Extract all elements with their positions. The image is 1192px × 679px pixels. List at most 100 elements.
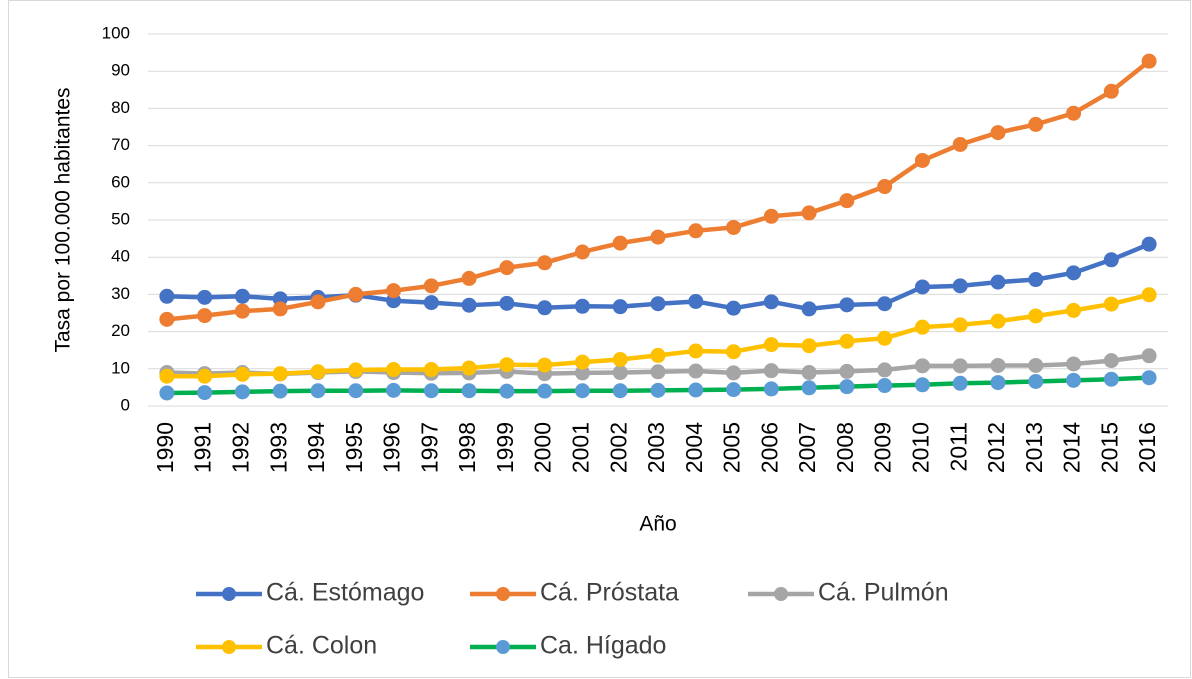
x-tick-label: 2000 (530, 422, 556, 473)
data-point (839, 379, 855, 395)
data-point (990, 125, 1006, 141)
x-tick-label: 1992 (228, 422, 254, 473)
data-point (197, 385, 213, 401)
data-point (612, 235, 628, 251)
data-point (348, 362, 364, 378)
data-point (1141, 370, 1157, 386)
y-tick-label: 10 (111, 358, 130, 377)
x-tick-label: 1993 (265, 422, 291, 473)
data-point (763, 208, 779, 224)
y-tick-label: 20 (111, 321, 130, 340)
data-point (461, 297, 477, 313)
x-tick-label: 2007 (794, 422, 820, 473)
data-point (914, 377, 930, 393)
data-point (726, 300, 742, 316)
legend-label: Cá. Colon (266, 632, 377, 660)
data-point (499, 295, 515, 311)
y-tick-label: 30 (111, 284, 130, 303)
data-point (952, 358, 968, 374)
data-point (461, 383, 477, 399)
data-point (952, 375, 968, 391)
data-point (1028, 373, 1044, 389)
data-point (990, 357, 1006, 373)
data-point (990, 274, 1006, 290)
data-point (877, 378, 893, 394)
y-tick-label: 0 (121, 395, 130, 414)
x-tick-label: 1997 (416, 422, 442, 473)
data-point (310, 383, 326, 399)
data-point (801, 380, 817, 396)
y-axis-label: Tasa por 100.000 habitantes (52, 87, 75, 352)
data-point (348, 286, 364, 302)
data-point (1028, 116, 1044, 132)
data-point (499, 383, 515, 399)
data-point (1028, 308, 1044, 324)
data-point (159, 385, 175, 401)
x-tick-label: 1991 (190, 422, 216, 473)
x-tick-label: 1994 (303, 422, 329, 473)
chart-border (8, 0, 1191, 678)
x-tick-label: 1996 (379, 422, 405, 473)
data-point (726, 344, 742, 360)
data-point (272, 366, 288, 382)
data-point (763, 337, 779, 353)
x-tick-label: 2011 (945, 422, 971, 471)
data-point (386, 382, 402, 398)
data-point (990, 375, 1006, 391)
x-tick-label: 2016 (1134, 422, 1160, 473)
x-tick-label: 1999 (492, 422, 518, 473)
data-point (839, 333, 855, 349)
data-point (914, 279, 930, 295)
data-point (461, 270, 477, 286)
data-point (914, 358, 930, 374)
data-point (839, 297, 855, 313)
data-point (688, 343, 704, 359)
data-point (537, 255, 553, 271)
data-point (574, 244, 590, 260)
data-point (423, 362, 439, 378)
data-point (990, 313, 1006, 329)
x-tick-label: 2001 (568, 422, 594, 473)
data-point (612, 352, 628, 367)
x-tick-label: 2010 (908, 422, 934, 473)
legend-marker (774, 587, 788, 601)
data-point (650, 347, 666, 363)
data-point (1141, 287, 1157, 303)
data-point (839, 193, 855, 209)
data-point (650, 364, 666, 380)
data-point (612, 365, 628, 381)
x-tick-label: 2006 (756, 422, 782, 473)
data-point (763, 294, 779, 310)
legend-label: Ca. Hígado (540, 632, 666, 660)
x-tick-label: 1990 (152, 422, 178, 473)
data-point (801, 365, 817, 381)
x-tick-label: 2013 (1021, 422, 1047, 473)
data-point (1141, 53, 1157, 69)
data-point (574, 354, 590, 370)
data-point (348, 383, 364, 399)
data-point (1066, 105, 1082, 121)
data-point (1066, 372, 1082, 388)
x-tick-label: 2002 (605, 422, 631, 473)
data-point (159, 311, 175, 327)
y-tick-label: 40 (111, 247, 130, 266)
data-point (650, 229, 666, 245)
x-tick-label: 2004 (681, 422, 707, 473)
data-point (1103, 252, 1119, 268)
x-axis-label: Año (639, 513, 676, 536)
x-tick-label: 1998 (454, 422, 480, 473)
data-point (197, 289, 213, 305)
data-point (574, 298, 590, 314)
data-point (386, 362, 402, 378)
x-tick-label: 2012 (983, 422, 1009, 473)
data-point (159, 288, 175, 304)
data-point (801, 338, 817, 354)
y-tick-label: 70 (111, 135, 130, 154)
data-point (159, 368, 175, 384)
legend-label: Cá. Próstata (540, 579, 679, 607)
data-point (310, 364, 326, 380)
legend-marker (222, 640, 236, 654)
data-point (726, 219, 742, 235)
legend-marker (222, 587, 236, 601)
